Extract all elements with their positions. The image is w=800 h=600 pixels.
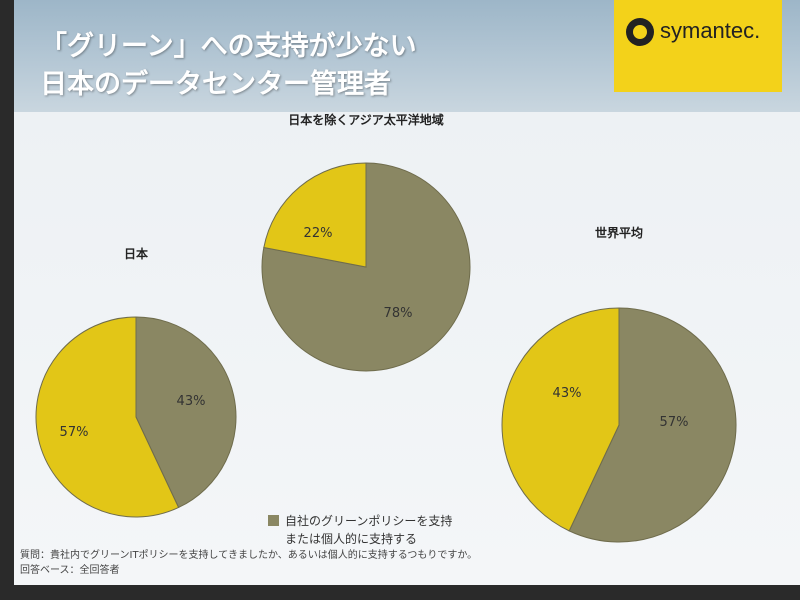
- symantec-logo: symantec.: [614, 0, 782, 92]
- logo-text: symantec.: [660, 18, 761, 43]
- footnote: 質問：貴社内でグリーンITポリシーを支持してきましたか、あるいは個人的に支持する…: [20, 548, 477, 578]
- pie-label-apac-support: 78%: [384, 306, 413, 321]
- footnote-base: 回答ベース：全回答者: [20, 565, 120, 576]
- legend-swatch: [268, 515, 279, 526]
- header-band: 「グリーン」への支持が少ない 日本のデータセンター管理者 symantec.: [14, 0, 800, 112]
- legend: 自社のグリーンポリシーを支持 または個人的に支持する: [268, 512, 452, 548]
- pie-charts: 日本 43% 57% 日本を除くアジア太平洋地域 78% 22% 世界平均 57% 43%: [35, 112, 737, 543]
- pie-label-japan-support: 43%: [177, 394, 206, 409]
- pie-slice-apac-other: [263, 162, 367, 268]
- pie-slice-japan-support: [135, 316, 237, 509]
- pie-slice-world-support: [568, 307, 737, 543]
- pie-slice-world-other: [501, 307, 620, 532]
- pie-title-world: 世界平均: [595, 225, 643, 240]
- pie-label-japan-other: 57%: [60, 425, 89, 440]
- logo-mark-icon: [626, 18, 654, 46]
- pie-chart-apac: 日本を除くアジア太平洋地域 78% 22%: [261, 112, 471, 372]
- slide-body: 日本 43% 57% 日本を除くアジア太平洋地域 78% 22% 世界平均 57% 43% …: [14, 112, 800, 585]
- footnote-question: 質問：貴社内でグリーンITポリシーを支持してきましたか、あるいは個人的に支持する…: [20, 550, 478, 561]
- legend-label: 自社のグリーンポリシーを支持 または個人的に支持する: [285, 514, 453, 546]
- pie-title-apac: 日本を除くアジア太平洋地域: [288, 112, 444, 127]
- pie-label-world-support: 57%: [660, 415, 689, 430]
- pie-label-world-other: 43%: [553, 386, 582, 401]
- pie-chart-japan: 日本 43% 57%: [35, 246, 237, 518]
- pie-chart-world: 世界平均 57% 43%: [501, 225, 737, 543]
- pie-slice-japan-other: [35, 316, 180, 518]
- pie-label-apac-other: 22%: [304, 226, 333, 241]
- slide-title: 「グリーン」への支持が少ない 日本のデータセンター管理者: [40, 31, 417, 100]
- pie-title-japan: 日本: [124, 246, 148, 261]
- projection-screen: 「グリーン」への支持が少ない 日本のデータセンター管理者 symantec. 日…: [14, 0, 800, 585]
